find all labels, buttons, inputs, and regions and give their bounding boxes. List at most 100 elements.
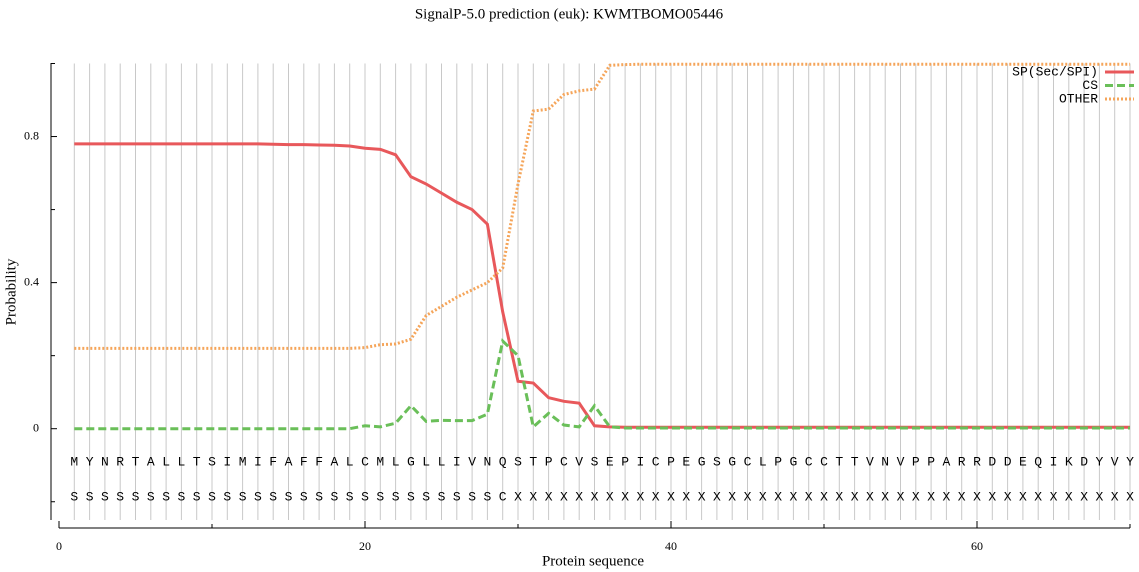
residue-label: S bbox=[422, 489, 430, 504]
residue-label: S bbox=[193, 489, 201, 504]
residue-label: X bbox=[529, 489, 537, 504]
residue-label: X bbox=[621, 489, 629, 504]
residue-label: X bbox=[1111, 489, 1119, 504]
legend-label: CS bbox=[1082, 78, 1098, 93]
residue: K bbox=[1065, 454, 1073, 469]
residue: D bbox=[1080, 454, 1088, 469]
x-tick-label: 40 bbox=[665, 539, 677, 553]
residue: N bbox=[881, 454, 889, 469]
residue-label: S bbox=[116, 489, 124, 504]
residue-label: X bbox=[698, 489, 706, 504]
residue-label: X bbox=[927, 489, 935, 504]
residue: E bbox=[1019, 454, 1027, 469]
residue: T bbox=[132, 454, 140, 469]
residue-label: S bbox=[70, 489, 78, 504]
x-axis-label: Protein sequence bbox=[542, 553, 644, 569]
residue-label: X bbox=[958, 489, 966, 504]
residue: L bbox=[759, 454, 767, 469]
residue: T bbox=[835, 454, 843, 469]
residue: C bbox=[744, 454, 752, 469]
residue-label: S bbox=[407, 489, 415, 504]
residue: T bbox=[851, 454, 859, 469]
residue-label: X bbox=[774, 489, 782, 504]
residue-label: C bbox=[499, 489, 507, 504]
y-axis-label: Probability bbox=[3, 258, 19, 325]
residue-label: S bbox=[315, 489, 323, 504]
residue: L bbox=[422, 454, 430, 469]
residue: D bbox=[1004, 454, 1012, 469]
x-tick-label: 0 bbox=[56, 539, 62, 553]
residue: E bbox=[606, 454, 614, 469]
residue: E bbox=[682, 454, 690, 469]
residue: V bbox=[897, 454, 905, 469]
residue: I bbox=[1050, 454, 1058, 469]
residue-label: S bbox=[269, 489, 277, 504]
residue-label: S bbox=[468, 489, 476, 504]
series-line bbox=[74, 338, 1130, 431]
residue: G bbox=[698, 454, 706, 469]
residue: S bbox=[713, 454, 721, 469]
residue-label: X bbox=[728, 489, 736, 504]
residue: T bbox=[529, 454, 537, 469]
x-tick-label: 20 bbox=[359, 539, 371, 553]
residue-label: X bbox=[682, 489, 690, 504]
residue-label: S bbox=[483, 489, 491, 504]
residue: I bbox=[254, 454, 262, 469]
residue-label: X bbox=[545, 489, 553, 504]
residue-label: S bbox=[254, 489, 262, 504]
residue-label: S bbox=[132, 489, 140, 504]
residue: A bbox=[330, 454, 338, 469]
residue-label: X bbox=[897, 489, 905, 504]
residue: N bbox=[101, 454, 109, 469]
residue-label: X bbox=[835, 489, 843, 504]
legend-label: OTHER bbox=[1059, 91, 1098, 106]
series-line bbox=[74, 62, 1130, 350]
residue-label: X bbox=[575, 489, 583, 504]
residue: M bbox=[70, 454, 78, 469]
residue-label: S bbox=[86, 489, 94, 504]
residue-label: S bbox=[330, 489, 338, 504]
residue: N bbox=[483, 454, 491, 469]
residue-label: X bbox=[744, 489, 752, 504]
residue: P bbox=[621, 454, 629, 469]
residue: C bbox=[361, 454, 369, 469]
residue-label: S bbox=[376, 489, 384, 504]
residue: Y bbox=[1126, 454, 1134, 469]
residue-label: S bbox=[453, 489, 461, 504]
residue-label: S bbox=[177, 489, 185, 504]
residue: G bbox=[728, 454, 736, 469]
residue: A bbox=[147, 454, 155, 469]
residue-label: X bbox=[1126, 489, 1134, 504]
residue: I bbox=[223, 454, 231, 469]
residue: L bbox=[177, 454, 185, 469]
residue-label: S bbox=[285, 489, 293, 504]
residue-label: S bbox=[239, 489, 247, 504]
residue: A bbox=[285, 454, 293, 469]
residue: P bbox=[912, 454, 920, 469]
residue: Y bbox=[1095, 454, 1103, 469]
y-tick-label: 0.4 bbox=[24, 274, 39, 288]
residue: L bbox=[438, 454, 446, 469]
residue-label: X bbox=[1065, 489, 1073, 504]
residue-label: X bbox=[1095, 489, 1103, 504]
residue: S bbox=[514, 454, 522, 469]
residue-label: X bbox=[942, 489, 950, 504]
residue-label: X bbox=[789, 489, 797, 504]
residue-label: X bbox=[973, 489, 981, 504]
residue: R bbox=[958, 454, 966, 469]
residue-label: X bbox=[713, 489, 721, 504]
residue-label: S bbox=[361, 489, 369, 504]
residue: C bbox=[805, 454, 813, 469]
residue: V bbox=[1111, 454, 1119, 469]
residue: D bbox=[988, 454, 996, 469]
residue-label: X bbox=[1034, 489, 1042, 504]
residue-label: X bbox=[591, 489, 599, 504]
residue: Q bbox=[1034, 454, 1042, 469]
residue: V bbox=[468, 454, 476, 469]
residue: P bbox=[667, 454, 675, 469]
residue-label: X bbox=[652, 489, 660, 504]
residue: C bbox=[652, 454, 660, 469]
residue: F bbox=[315, 454, 323, 469]
